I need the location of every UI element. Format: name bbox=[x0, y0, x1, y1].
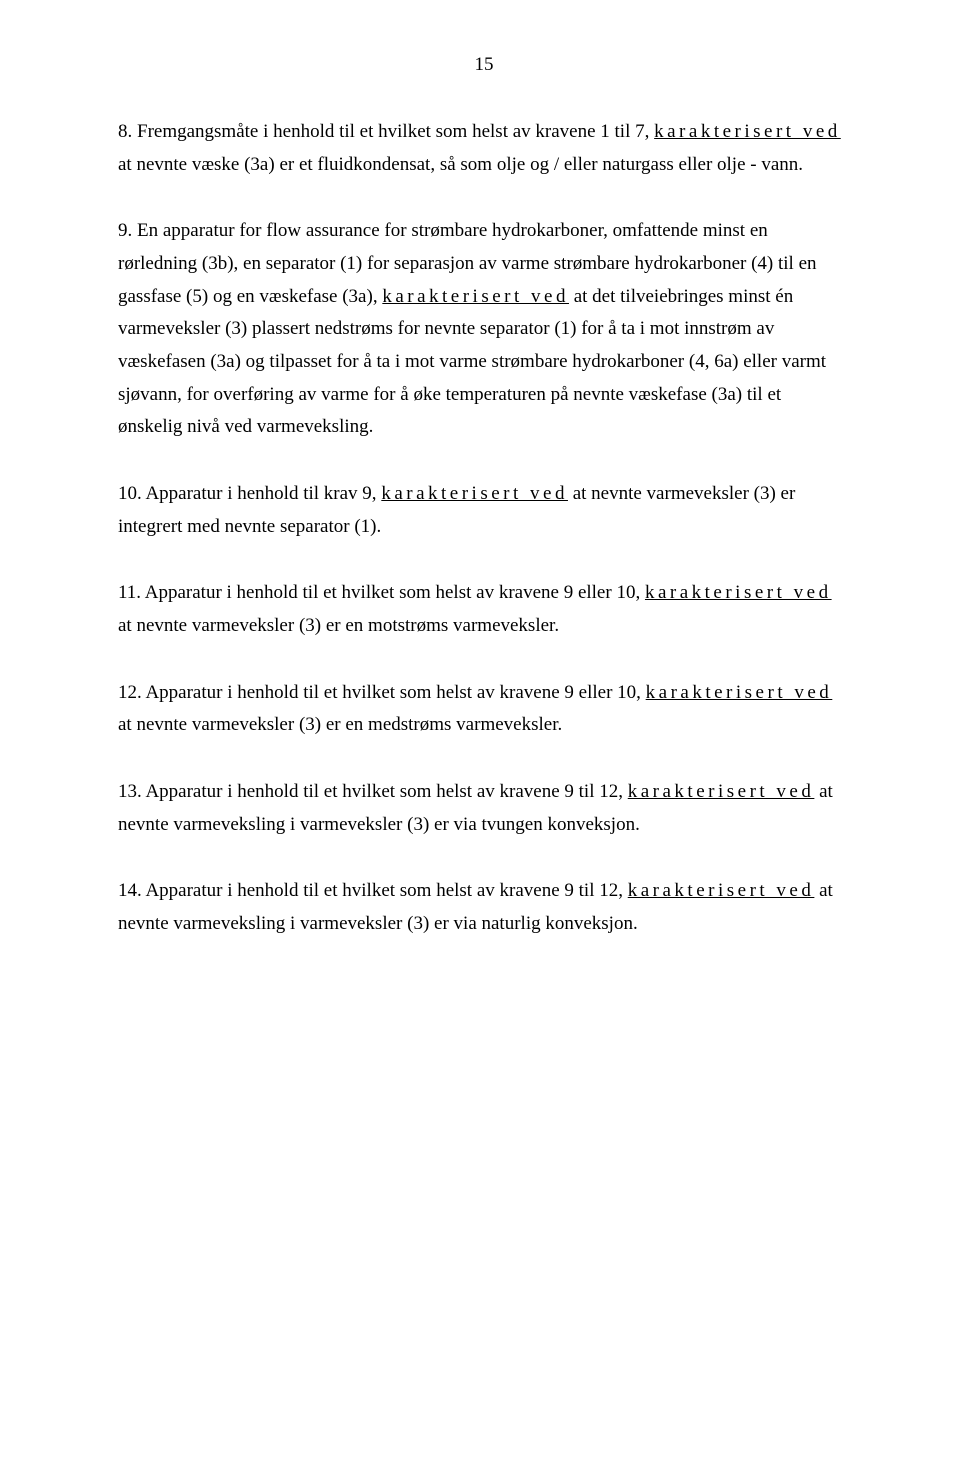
para-suffix: at nevnte væske (3a) er et fluidkondensa… bbox=[118, 154, 803, 175]
paragraph-10: 10. Apparatur i henhold til krav 9, kara… bbox=[118, 478, 850, 543]
para-prefix: 10. Apparatur i henhold til krav 9, bbox=[118, 483, 381, 504]
para-prefix: 14. Apparatur i henhold til et hvilket s… bbox=[118, 880, 628, 901]
para-spaced: karakterisert ved bbox=[382, 286, 569, 307]
para-suffix: at nevnte varmeveksler (3) er en motstrø… bbox=[118, 615, 559, 636]
para-prefix: 8. Fremgangsmåte i henhold til et hvilke… bbox=[118, 121, 654, 142]
para-spaced: karakterisert ved bbox=[654, 121, 841, 142]
para-spaced: karakterisert ved bbox=[628, 781, 815, 802]
paragraph-13: 13. Apparatur i henhold til et hvilket s… bbox=[118, 776, 850, 841]
paragraph-14: 14. Apparatur i henhold til et hvilket s… bbox=[118, 875, 850, 940]
para-suffix: at nevnte varmeveksler (3) er en medstrø… bbox=[118, 714, 562, 735]
para-prefix: 13. Apparatur i henhold til et hvilket s… bbox=[118, 781, 628, 802]
paragraph-9: 9. En apparatur for flow assurance for s… bbox=[118, 215, 850, 444]
para-spaced: karakterisert ved bbox=[381, 483, 568, 504]
paragraph-11: 11. Apparatur i henhold til et hvilket s… bbox=[118, 577, 850, 642]
paragraph-12: 12. Apparatur i henhold til et hvilket s… bbox=[118, 677, 850, 742]
para-suffix: at det tilveiebringes minst én varmeveks… bbox=[118, 286, 826, 438]
para-spaced: karakterisert ved bbox=[645, 582, 832, 603]
para-spaced: karakterisert ved bbox=[628, 880, 815, 901]
page-number: 15 bbox=[118, 54, 850, 76]
para-prefix: 11. Apparatur i henhold til et hvilket s… bbox=[118, 582, 645, 603]
para-prefix: 12. Apparatur i henhold til et hvilket s… bbox=[118, 682, 646, 703]
document-page: 15 8. Fremgangsmåte i henhold til et hvi… bbox=[0, 0, 960, 1471]
paragraph-8: 8. Fremgangsmåte i henhold til et hvilke… bbox=[118, 116, 850, 181]
para-spaced: karakterisert ved bbox=[646, 682, 833, 703]
